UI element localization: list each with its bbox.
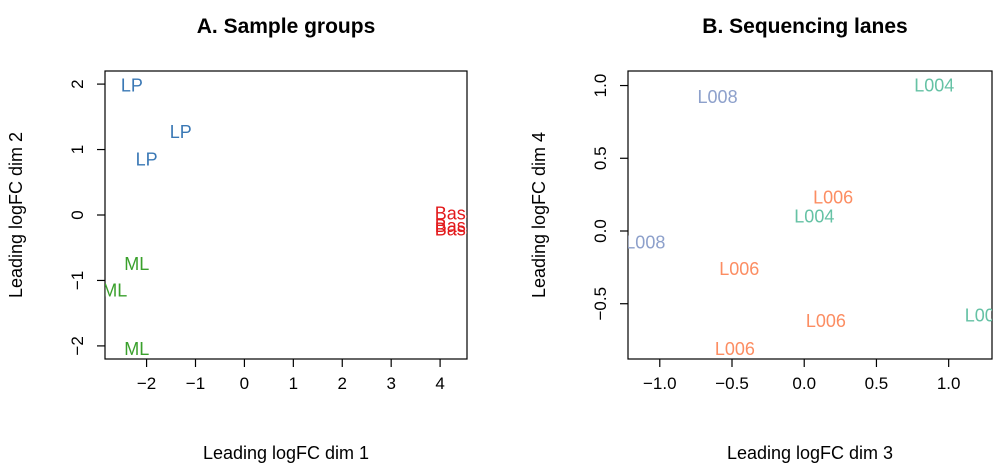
panel-a-y-tick-label: 2 [68, 79, 87, 88]
panel-a-x-axis: −2 −1 0 1 2 3 4 [137, 359, 445, 393]
panel-a-point-label: LP [170, 122, 192, 142]
panel-a-x-tick-label: 2 [338, 374, 347, 393]
panel-b-x-axis: −1.0 −0.5 0.0 0.5 1.0 [643, 359, 960, 393]
panel-b-y-tick-label: 0.5 [591, 146, 610, 170]
panel-b-x-tick-label: −0.5 [715, 374, 749, 393]
panel-a-x-tick-label: 0 [240, 374, 249, 393]
panel-a-y-tick-label: 1 [68, 145, 87, 154]
panel-b-point-label: L006 [719, 259, 759, 279]
panel-a-frame [104, 70, 468, 360]
panel-a-point-label: ML [102, 280, 127, 300]
panel-a-point-label: Basal [435, 204, 480, 224]
panel-b-y-tick-label: 0.0 [591, 219, 610, 243]
panel-a-x-tick-label: 4 [435, 374, 444, 393]
panel-b-title: B. Sequencing lanes [702, 15, 907, 38]
panel-a-point-label: Basal [435, 216, 480, 236]
panel-a-y-tick-label: −1 [68, 271, 87, 290]
panel-a-y-tick-label: 0 [68, 210, 87, 219]
panel-b-y-tick-label: −0.5 [591, 287, 610, 321]
panel-a-title: A. Sample groups [197, 15, 376, 38]
panel-a-x-tick-label: −2 [137, 374, 156, 393]
panel-b-point-label: L006 [813, 188, 853, 208]
panel-a: A. Sample groups −2 −1 0 1 2 3 4 −2 −1 0 1 2 LP LP L… [6, 15, 480, 463]
panel-a-x-axis-label: Leading logFC dim 1 [203, 443, 369, 463]
panel-a-y-tick-label: −2 [68, 336, 87, 355]
panel-a-point-label: LP [136, 149, 158, 169]
panel-b-y-axis-label: Leading logFC dim 4 [529, 132, 549, 298]
panel-b-x-tick-label: 0.0 [792, 374, 816, 393]
panel-b-x-tick-label: 0.5 [865, 374, 889, 393]
panel-b-point-label: L008 [625, 233, 665, 253]
panel-b-point-label: L004 [794, 206, 834, 226]
panel-b-y-axis: −0.5 0.0 0.5 1.0 [591, 74, 628, 321]
panel-a-x-tick-label: 1 [289, 374, 298, 393]
panel-a-y-axis-label: Leading logFC dim 2 [6, 132, 26, 298]
panel-a-point-label: Basal [435, 219, 480, 239]
panel-b-point-label: L008 [698, 87, 738, 107]
panel-b-y-tick-label: 1.0 [591, 74, 610, 98]
panel-a-point-label: LP [121, 75, 143, 95]
panel-a-point-label: ML [124, 339, 149, 359]
panel-a-x-tick-label: 3 [386, 374, 395, 393]
panel-b-frame [627, 70, 993, 360]
panel-b-x-tick-label: 1.0 [937, 374, 961, 393]
panel-b-x-axis-label: Leading logFC dim 3 [727, 443, 893, 463]
panel-b-point-label: L006 [806, 311, 846, 331]
panel-b-point-label: L006 [715, 339, 755, 359]
panel-b-point-label: L004 [914, 76, 954, 96]
panel-a-point-label: ML [124, 254, 149, 274]
panel-a-y-axis: −2 −1 0 1 2 [68, 79, 105, 356]
panel-a-x-tick-label: −1 [186, 374, 205, 393]
panel-b-x-tick-label: −1.0 [643, 374, 677, 393]
panel-b: B. Sequencing lanes −1.0 −0.5 0.0 0.5 1.0 −0… [529, 15, 1000, 463]
panel-b-point-label: L004 [965, 305, 1000, 325]
